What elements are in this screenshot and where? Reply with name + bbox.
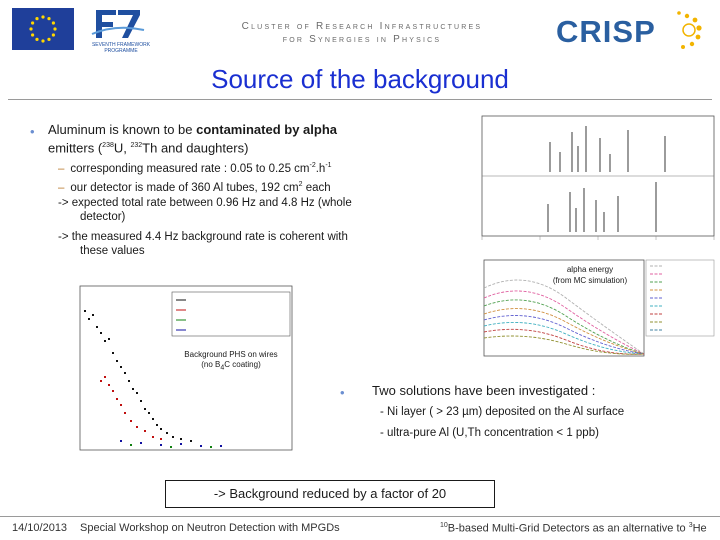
alpha-energy-label: alpha energy (from MC simulation) <box>540 264 640 286</box>
sub-item-measured: -> the measured 4.4 Hz background rate i… <box>58 230 388 258</box>
sub2-sup: 2 <box>298 181 303 188</box>
footer-isotope: 10 <box>440 522 448 529</box>
crisp-logo <box>552 6 712 54</box>
phs-label-2b: C coating) <box>224 360 261 369</box>
cluster-title-line-1: Cluster of Research Infrastructures <box>241 21 483 32</box>
alpha-label-line-2: (from MC simulation) <box>552 276 628 285</box>
alpha-energy-figure <box>456 258 718 370</box>
footer-talk-title: 10B-based Multi-Grid Detectors as an alt… <box>440 522 715 535</box>
bullet-icon: • <box>30 124 35 139</box>
th-isotope: 232 <box>130 142 143 149</box>
u-isotope: 238 <box>102 142 114 149</box>
phs-label-line-1: Background PHS on wires <box>184 350 278 359</box>
sub4-text-b: these values <box>80 245 145 257</box>
footer-isotope-2: 3 <box>688 522 693 529</box>
intro-bold: contaminated by alpha <box>196 122 337 137</box>
solution-pure-al: - ultra-pure Al (U,Th concentration < 1 … <box>380 427 599 439</box>
cluster-title-line-2: for Synergies in Physics <box>282 34 442 45</box>
intro-part-b: emitters ( <box>48 140 103 156</box>
footer-date: 14/10/2013 <box>12 522 68 534</box>
fp7-subtitle-2: PROGRAMME <box>104 48 138 54</box>
fp7-subtitle-1: SEVENTH FRAMEWORK <box>92 42 151 48</box>
intro-text: Aluminum is known to be contaminated by … <box>48 122 408 156</box>
sub1-sup-1: -2 <box>309 162 316 169</box>
phs-label-2sub: 4 <box>220 364 225 372</box>
sub-item-rate: – corresponding measured rate : 0.05 to 0… <box>58 158 388 177</box>
solutions-heading: Two solutions have been investigated : <box>372 383 596 398</box>
phs-label-line-2: (no B4C coating) <box>176 360 286 374</box>
dash-icon: – <box>58 181 65 194</box>
sub2-text-b: each <box>302 181 331 194</box>
sub4-text-a: -> the measured 4.4 Hz background rate i… <box>58 231 348 243</box>
sub1-sup-2: -1 <box>325 162 332 169</box>
footer-divider <box>0 516 720 517</box>
sub3-text-a: -> expected total rate between 0.96 Hz a… <box>58 197 352 209</box>
sub2-text-a: our detector is made of 360 Al tubes, 19… <box>70 181 299 194</box>
decay-chain-figure <box>460 112 718 262</box>
phs-label: Background PHS on wires (no B4C coating) <box>176 350 286 374</box>
phs-label-2a: (no B <box>201 360 221 369</box>
eu-flag-icon <box>12 8 74 50</box>
u-text: U, <box>113 140 131 156</box>
solution-ni-layer: - Ni layer ( > 23 µm) deposited on the A… <box>380 406 625 418</box>
sub-item-detector: – our detector is made of 360 Al tubes, 1… <box>58 177 388 196</box>
bullet-icon: • <box>340 385 345 400</box>
footer-title-b: He <box>692 522 707 535</box>
fp7-logo: SEVENTH FRAMEWORK PROGRAMME <box>86 4 156 54</box>
intro-part-a: Aluminum is known to be <box>48 122 197 137</box>
footer-title-a: B-based Multi-Grid Detectors as an alter… <box>447 522 689 535</box>
cluster-title: Cluster of Research Infrastructures for … <box>212 20 512 46</box>
background-phs-figure <box>60 280 300 460</box>
footer-event: Special Workshop on Neutron Detection wi… <box>80 522 340 534</box>
sub1-text-a: corresponding measured rate : 0.05 to 0.… <box>70 162 310 175</box>
result-box <box>165 480 495 508</box>
alpha-label-line-1: alpha energy <box>566 265 614 274</box>
dash-icon: – <box>58 162 65 175</box>
slide-title: Source of the background <box>211 64 509 94</box>
crisp-logo-text: CRISP <box>556 14 656 49</box>
sub3-text-b: detector) <box>80 211 126 223</box>
title-divider <box>8 99 712 100</box>
result-text: -> Background reduced by a factor of 20 <box>213 486 447 501</box>
th-text: Th and daughters) <box>142 140 249 156</box>
sub-item-expected: -> expected total rate between 0.96 Hz a… <box>58 196 388 224</box>
sub1-text-b: .h <box>315 162 326 175</box>
